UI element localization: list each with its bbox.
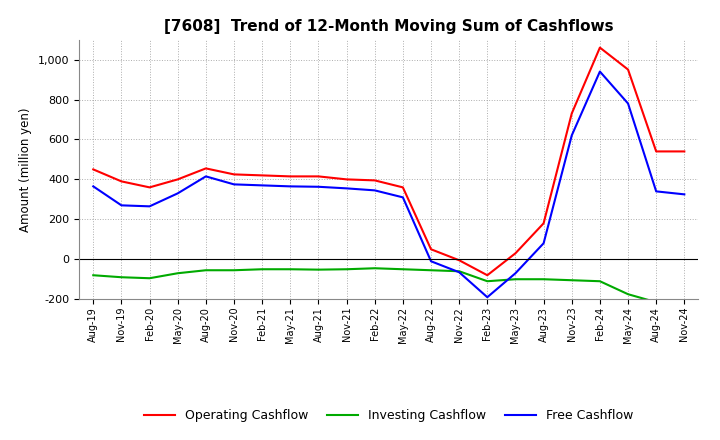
Operating Cashflow: [370, 178, 379, 183]
Investing Cashflow: [624, 292, 632, 297]
Operating Cashflow: [202, 166, 210, 171]
Investing Cashflow: [230, 268, 238, 273]
Operating Cashflow: [567, 111, 576, 116]
Investing Cashflow: [539, 277, 548, 282]
Investing Cashflow: [427, 268, 436, 273]
Free Cashflow: [314, 184, 323, 189]
Free Cashflow: [595, 69, 604, 74]
Line: Operating Cashflow: Operating Cashflow: [94, 48, 684, 275]
Free Cashflow: [624, 101, 632, 106]
Line: Free Cashflow: Free Cashflow: [94, 72, 684, 297]
Investing Cashflow: [399, 267, 408, 272]
Investing Cashflow: [455, 268, 464, 274]
Free Cashflow: [680, 192, 688, 197]
Free Cashflow: [399, 195, 408, 200]
Investing Cashflow: [89, 273, 98, 278]
Free Cashflow: [258, 183, 266, 188]
Free Cashflow: [539, 241, 548, 246]
Free Cashflow: [370, 188, 379, 193]
Free Cashflow: [286, 184, 294, 189]
Investing Cashflow: [652, 300, 660, 305]
Operating Cashflow: [399, 185, 408, 190]
Operating Cashflow: [511, 251, 520, 256]
Free Cashflow: [89, 184, 98, 189]
Investing Cashflow: [342, 267, 351, 272]
Free Cashflow: [117, 203, 126, 208]
Legend: Operating Cashflow, Investing Cashflow, Free Cashflow: Operating Cashflow, Investing Cashflow, …: [139, 404, 639, 427]
Operating Cashflow: [624, 67, 632, 72]
Free Cashflow: [483, 294, 492, 300]
Operating Cashflow: [89, 167, 98, 172]
Investing Cashflow: [202, 268, 210, 273]
Investing Cashflow: [595, 279, 604, 284]
Operating Cashflow: [117, 179, 126, 184]
Investing Cashflow: [567, 278, 576, 283]
Investing Cashflow: [117, 275, 126, 280]
Free Cashflow: [652, 189, 660, 194]
Investing Cashflow: [286, 267, 294, 272]
Free Cashflow: [145, 204, 154, 209]
Investing Cashflow: [483, 279, 492, 284]
Operating Cashflow: [230, 172, 238, 177]
Investing Cashflow: [145, 275, 154, 281]
Operating Cashflow: [680, 149, 688, 154]
Operating Cashflow: [342, 177, 351, 182]
Investing Cashflow: [314, 267, 323, 272]
Investing Cashflow: [174, 271, 182, 276]
Operating Cashflow: [595, 45, 604, 50]
Free Cashflow: [511, 271, 520, 276]
Operating Cashflow: [258, 173, 266, 178]
Operating Cashflow: [455, 258, 464, 263]
Operating Cashflow: [652, 149, 660, 154]
Operating Cashflow: [427, 247, 436, 252]
Operating Cashflow: [539, 221, 548, 226]
Operating Cashflow: [174, 177, 182, 182]
Free Cashflow: [230, 182, 238, 187]
Free Cashflow: [427, 259, 436, 264]
Free Cashflow: [174, 191, 182, 196]
Operating Cashflow: [314, 174, 323, 179]
Investing Cashflow: [680, 300, 688, 305]
Free Cashflow: [202, 174, 210, 179]
Investing Cashflow: [370, 266, 379, 271]
Investing Cashflow: [511, 277, 520, 282]
Operating Cashflow: [483, 273, 492, 278]
Free Cashflow: [342, 186, 351, 191]
Investing Cashflow: [258, 267, 266, 272]
Operating Cashflow: [286, 174, 294, 179]
Y-axis label: Amount (million yen): Amount (million yen): [19, 107, 32, 231]
Free Cashflow: [455, 270, 464, 275]
Free Cashflow: [567, 133, 576, 138]
Operating Cashflow: [145, 185, 154, 190]
Line: Investing Cashflow: Investing Cashflow: [94, 268, 684, 302]
Title: [7608]  Trend of 12-Month Moving Sum of Cashflows: [7608] Trend of 12-Month Moving Sum of C…: [164, 19, 613, 34]
